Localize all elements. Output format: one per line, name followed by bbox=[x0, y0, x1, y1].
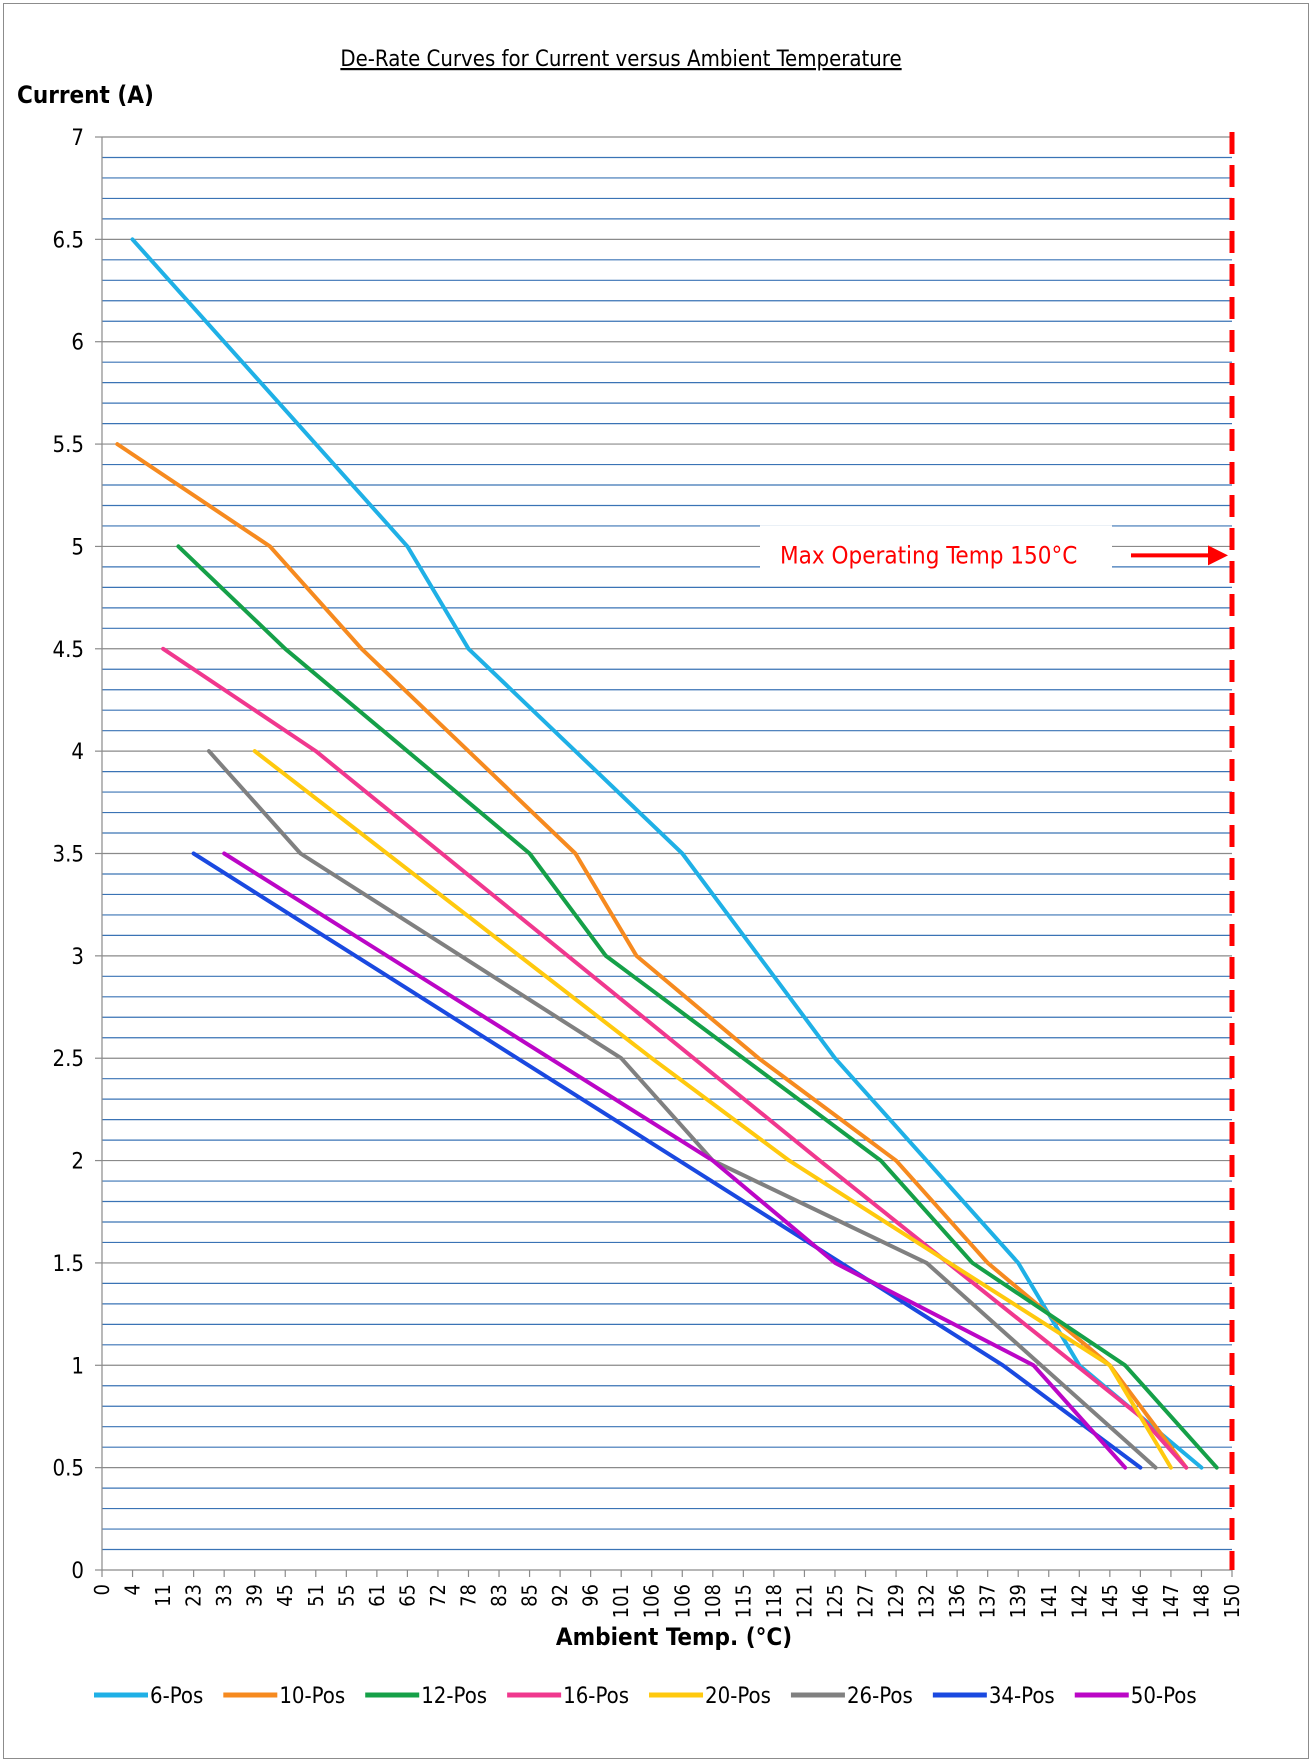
x-tick-label: 96 bbox=[579, 1584, 603, 1607]
x-tick-label: 33 bbox=[212, 1584, 236, 1607]
x-tick-label: 92 bbox=[548, 1584, 572, 1607]
x-axis-ticks: 0 4 11 23 33 39 45 51 55 61 65 72 78 83 85 92 96 101 106 10… bbox=[90, 1570, 1244, 1618]
x-tick-label: 106 bbox=[640, 1584, 664, 1618]
y-tick-label: 4.5 bbox=[53, 638, 84, 663]
series-group bbox=[115, 237, 1219, 1470]
x-tick-label: 147 bbox=[1159, 1584, 1183, 1618]
x-tick-label: 146 bbox=[1128, 1584, 1152, 1618]
x-tick-label: 136 bbox=[945, 1584, 969, 1618]
x-tick-label: 125 bbox=[823, 1584, 847, 1618]
x-tick-label: 127 bbox=[854, 1584, 878, 1618]
x-tick-label: 4 bbox=[121, 1584, 145, 1595]
series-line-6-pos bbox=[130, 237, 1204, 1470]
y-tick-label: 2 bbox=[71, 1150, 84, 1175]
x-tick-label: 137 bbox=[976, 1584, 1000, 1618]
x-tick-label: 23 bbox=[182, 1584, 206, 1607]
x-tick-label: 141 bbox=[1037, 1584, 1061, 1618]
chart-title: De-Rate Curves for Current versus Ambien… bbox=[340, 47, 901, 72]
x-tick-label: 11 bbox=[151, 1584, 175, 1607]
x-tick-label: 142 bbox=[1067, 1584, 1091, 1618]
x-tick-label: 115 bbox=[731, 1584, 755, 1618]
x-tick-label: 51 bbox=[304, 1584, 328, 1607]
x-axis-title: Ambient Temp. (°C) bbox=[556, 1623, 792, 1651]
series-line-20-pos bbox=[252, 749, 1173, 1470]
legend: 6-Pos 10-Pos 12-Pos 16-Pos 20-Pos 26-Pos 34-Po… bbox=[94, 1684, 1197, 1709]
x-tick-label: 83 bbox=[487, 1584, 511, 1607]
x-tick-label: 78 bbox=[456, 1584, 480, 1607]
y-tick-label: 4 bbox=[71, 740, 84, 765]
x-tick-label: 139 bbox=[1006, 1584, 1030, 1618]
x-tick-label: 45 bbox=[273, 1584, 297, 1607]
y-tick-label: 1 bbox=[71, 1354, 84, 1379]
x-tick-label: 121 bbox=[792, 1584, 816, 1618]
legend-label-34-pos: 34-Pos bbox=[989, 1684, 1055, 1709]
x-tick-label: 72 bbox=[426, 1584, 450, 1607]
x-tick-label: 148 bbox=[1189, 1584, 1213, 1618]
x-tick-label: 145 bbox=[1098, 1584, 1122, 1618]
y-tick-label: 0 bbox=[71, 1559, 84, 1584]
x-tick-label: 65 bbox=[395, 1584, 419, 1607]
series-line-26-pos bbox=[206, 749, 1158, 1470]
x-tick-label: 118 bbox=[762, 1584, 786, 1618]
y-tick-label: 6 bbox=[71, 331, 84, 356]
x-tick-label: 85 bbox=[518, 1584, 542, 1607]
y-tick-label: 0.5 bbox=[53, 1457, 84, 1482]
x-tick-label: 106 bbox=[670, 1584, 694, 1618]
y-tick-label: 2.5 bbox=[53, 1047, 84, 1072]
chart-frame: De-Rate Curves for Current versus Ambien… bbox=[3, 3, 1309, 1759]
y-axis-title: Current (A) bbox=[17, 81, 154, 109]
arrow-right-icon bbox=[1208, 545, 1228, 566]
x-tick-label: 132 bbox=[915, 1584, 939, 1618]
x-tick-label: 61 bbox=[365, 1584, 389, 1607]
legend-label-50-pos: 50-Pos bbox=[1131, 1684, 1197, 1709]
y-tick-label: 3.5 bbox=[53, 843, 84, 868]
x-tick-label: 101 bbox=[609, 1584, 633, 1618]
max-temp-annotation: Max Operating Temp 150°C bbox=[760, 132, 1235, 1570]
x-tick-label: 39 bbox=[243, 1584, 267, 1607]
y-tick-label: 3 bbox=[71, 945, 84, 970]
y-tick-label: 7 bbox=[71, 126, 84, 151]
series-line-12-pos bbox=[176, 544, 1219, 1470]
legend-label-16-pos: 16-Pos bbox=[563, 1684, 629, 1709]
annotation-background bbox=[760, 525, 1112, 570]
x-tick-label: 55 bbox=[334, 1584, 358, 1607]
x-tick-label: 108 bbox=[701, 1584, 725, 1618]
x-tick-label: 0 bbox=[90, 1584, 114, 1595]
legend-label-12-pos: 12-Pos bbox=[421, 1684, 487, 1709]
series-line-16-pos bbox=[161, 646, 1189, 1470]
legend-label-20-pos: 20-Pos bbox=[705, 1684, 771, 1709]
derate-chart: De-Rate Curves for Current versus Ambien… bbox=[17, 47, 1244, 1709]
y-tick-label: 5 bbox=[71, 535, 84, 560]
y-tick-label: 6.5 bbox=[53, 228, 84, 253]
x-tick-label: 150 bbox=[1220, 1584, 1244, 1618]
y-tick-label: 1.5 bbox=[53, 1252, 84, 1277]
legend-label-6-pos: 6-Pos bbox=[150, 1684, 203, 1709]
annotation-label: Max Operating Temp 150°C bbox=[780, 541, 1077, 569]
y-axis-ticks: 0 0.5 1 1.5 2 2.5 3 3.5 4 4.5 5 5.5 6 6.5 7 bbox=[53, 126, 102, 1584]
y-tick-label: 5.5 bbox=[53, 433, 84, 458]
legend-label-26-pos: 26-Pos bbox=[847, 1684, 913, 1709]
series-line-50-pos bbox=[222, 851, 1128, 1470]
legend-label-10-pos: 10-Pos bbox=[279, 1684, 345, 1709]
x-tick-label: 129 bbox=[884, 1584, 908, 1618]
